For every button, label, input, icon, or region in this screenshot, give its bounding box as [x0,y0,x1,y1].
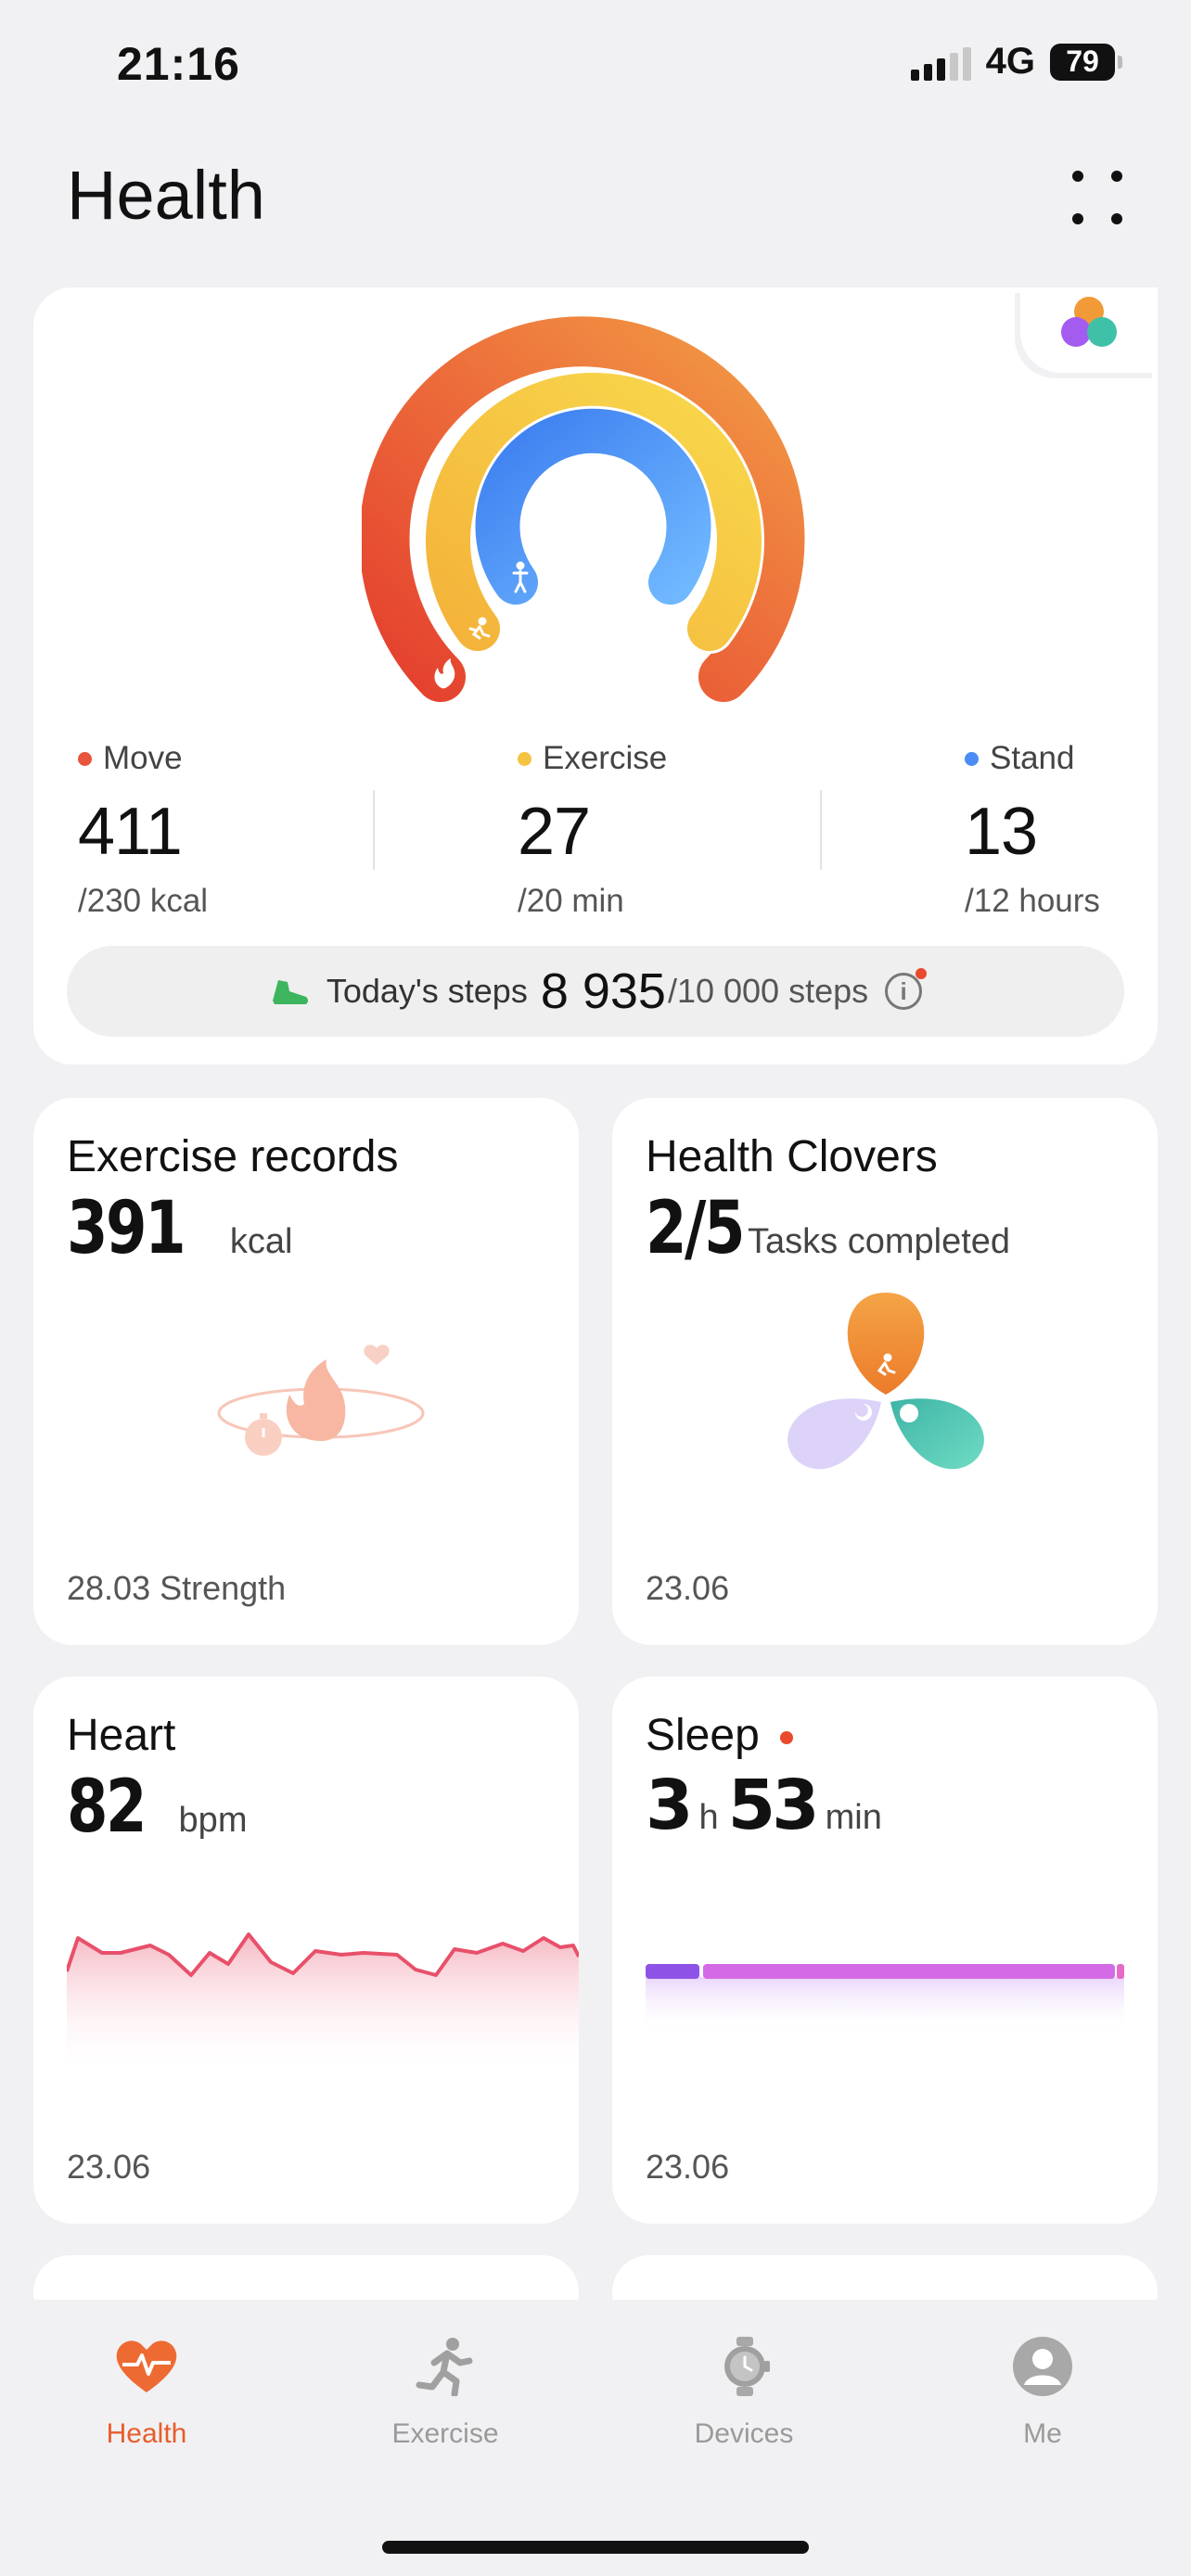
steps-summary[interactable]: Today's steps 8 935 /10 000 steps i [67,946,1124,1037]
home-indicator[interactable] [382,2541,809,2554]
heart-pulse-icon [116,2340,177,2392]
move-goal: /230 kcal [78,883,209,919]
nav-label: Me [1023,2418,1062,2449]
nav-devices[interactable]: Devices [651,2337,837,2450]
tile-value: 391 [67,1187,186,1270]
tile-value: 2/5 [646,1187,745,1270]
exercise-records-card[interactable]: Exercise records 391 kcal 28.03 Strength [33,1098,579,1645]
sleep-title: Sleep [646,1711,760,1760]
move-metric[interactable]: Move 411 /230 kcal [78,740,208,920]
network-type: 4G [985,41,1035,82]
activity-rings[interactable] [362,315,826,714]
sleep-stage-bar [646,1964,1124,2033]
notification-dot [779,1731,793,1745]
steps-label: Today's steps [326,972,528,1010]
heart-rate-sparkline [67,1932,579,2075]
tile-title: Exercise records [67,1132,399,1181]
sleep-card[interactable]: Sleep 3 h 53 min 23.06 [612,1677,1158,2224]
info-icon[interactable]: i [885,968,928,1010]
move-dot [78,751,92,766]
stand-value: 13 [965,795,1038,869]
divider [820,790,822,870]
nav-label: Exercise [391,2418,499,2449]
battery-icon: 79 [1050,43,1122,81]
tile-footer: 23.06 [646,1569,730,1607]
runner-icon [416,2338,473,2396]
tile-unit: bpm [178,1801,248,1840]
clover-icon [1061,297,1117,347]
sleep-hours: 3 [646,1766,693,1845]
tile-unit: kcal [229,1222,293,1261]
bottom-navigation [0,2300,1191,2576]
tile-footer: 23.06 [67,2148,151,2186]
watch-icon [724,2337,770,2396]
sleep-minutes-unit: min [825,1798,882,1837]
signal-icon [910,44,971,81]
exercise-label: Exercise [543,740,668,776]
clover-smile-icon [900,1404,918,1422]
exercise-value: 27 [518,795,591,869]
exercise-dot [518,751,531,766]
health-clovers-card[interactable]: Health Clovers 2/5 Tasks completed 23.06 [612,1098,1158,1645]
notification-dot [916,968,928,979]
stand-metric[interactable]: Stand 13 /12 hours [965,740,1100,920]
tile-value: 82 [67,1766,147,1849]
status-indicators: 4G 79 [910,41,1122,83]
sleep-hours-unit: h [698,1798,719,1837]
health-clover-shortcut[interactable] [1020,287,1158,373]
clover-moon-icon [854,1403,872,1421]
nav-health[interactable]: Health [54,2337,239,2450]
sleep-minutes: 53 [727,1766,820,1845]
nav-exercise[interactable]: Exercise [352,2337,538,2450]
page-title: Health [67,157,265,234]
tile-footer: 28.03 Strength [67,1569,287,1607]
stand-ring-person-icon [512,561,529,593]
stand-label: Stand [990,740,1075,776]
divider [373,790,375,870]
tile-title: Sleep [646,1710,793,1761]
nav-label: Health [106,2418,187,2449]
tile-footer: 23.06 [646,2148,730,2186]
heart-card[interactable]: Heart 82 bpm 23.06 [33,1677,579,2224]
exercise-ring-runner-icon [468,617,491,640]
exercise-goal: /20 min [518,883,624,919]
tile-title: Health Clovers [646,1132,938,1181]
steps-goal: /10 000 steps [667,972,869,1010]
move-value: 411 [78,795,183,869]
nav-me[interactable]: Me [950,2337,1135,2450]
stand-goal: /12 hours [965,883,1100,919]
exercise-metric[interactable]: Exercise 27 /20 min [518,740,667,920]
clover-chart [788,1293,984,1470]
flame-illustration-icon [217,1345,425,1456]
steps-value: 8 935 [540,963,666,1019]
tile-unit: Tasks completed [748,1222,1011,1261]
tile-title: Heart [67,1711,176,1760]
more-options-icon[interactable] [1072,171,1122,224]
stand-dot [965,751,979,766]
clover-runner-icon [877,1353,896,1376]
status-time: 21:16 [117,38,240,90]
move-label: Move [103,740,183,776]
move-ring-flame-icon [434,658,455,689]
shoe-icon [272,980,308,1004]
nav-label: Devices [694,2418,794,2449]
user-icon [1013,2337,1072,2396]
